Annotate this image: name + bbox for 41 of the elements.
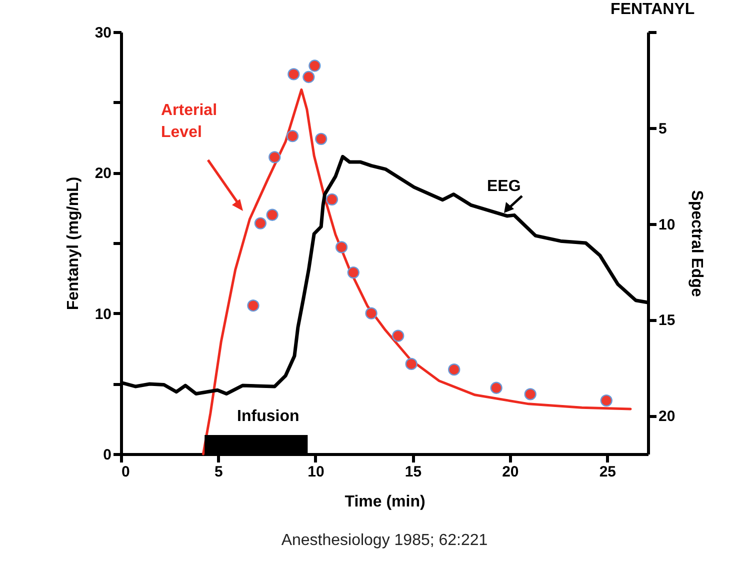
y2-tick-label: 20 bbox=[658, 408, 676, 426]
point bbox=[405, 358, 418, 370]
point bbox=[288, 68, 300, 80]
point bbox=[335, 241, 348, 254]
point bbox=[247, 300, 260, 312]
point bbox=[308, 60, 321, 72]
y-tick-label: 10 bbox=[94, 306, 112, 323]
point bbox=[315, 132, 328, 145]
y-tick-label: 0 bbox=[103, 446, 112, 464]
point bbox=[266, 208, 278, 221]
x-tick-label: 25 bbox=[599, 464, 616, 480]
point bbox=[286, 130, 299, 142]
y2-tick-label: 10 bbox=[658, 216, 676, 234]
text: Arterial Level bbox=[161, 102, 218, 141]
point bbox=[448, 364, 460, 376]
point bbox=[347, 266, 360, 279]
y2-tick-label: 5 bbox=[658, 120, 667, 138]
x-tick-label: 15 bbox=[404, 464, 422, 480]
point bbox=[326, 193, 338, 206]
point bbox=[254, 217, 267, 230]
series-label: EEG bbox=[487, 178, 521, 195]
point bbox=[524, 388, 536, 400]
x-tick-label: 20 bbox=[502, 464, 519, 480]
x-tick-label: 0 bbox=[122, 464, 130, 480]
y2-axis-title: Spectral Edge bbox=[688, 190, 706, 297]
x-tick-label: 10 bbox=[308, 464, 324, 480]
y-axis-title: Fentanyl (mg/mL) bbox=[64, 176, 82, 310]
point bbox=[392, 330, 404, 342]
band-label: Infusion bbox=[237, 408, 300, 425]
x-tick-label: 5 bbox=[214, 464, 223, 480]
point bbox=[268, 151, 281, 164]
point bbox=[600, 394, 612, 407]
y2-tick-label: 15 bbox=[658, 312, 676, 330]
x-axis-title: Time (min) bbox=[344, 494, 426, 510]
point bbox=[302, 70, 315, 84]
y-tick-label: 30 bbox=[94, 24, 112, 42]
y-tick-label: 20 bbox=[94, 165, 112, 182]
text: Anesthesiology 1985; 62:221 bbox=[281, 532, 488, 549]
point bbox=[365, 307, 378, 320]
chart-title: FENTANYL bbox=[610, 1, 695, 18]
point bbox=[490, 382, 502, 394]
